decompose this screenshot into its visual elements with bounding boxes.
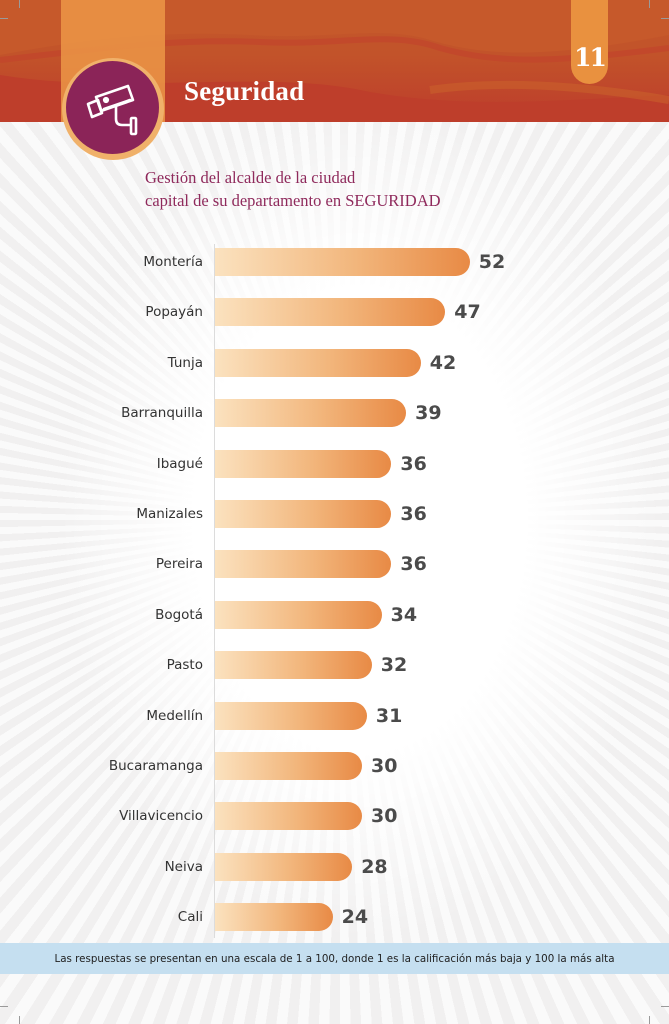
value-label: 47	[454, 301, 481, 324]
crop-mark	[19, 0, 20, 8]
category-label: Ibagué	[156, 455, 203, 472]
category-label: Manizales	[136, 506, 203, 522]
header-waves-decoration	[0, 0, 669, 122]
bar	[215, 399, 407, 428]
chart-row: Cali 24	[0, 902, 669, 932]
value-label: 34	[390, 603, 418, 626]
value-label: 31	[375, 704, 403, 727]
category-label: Bucaramanga	[108, 758, 203, 774]
bar	[215, 651, 372, 680]
category-label: Pasto	[166, 657, 203, 674]
chart-row: Pasto 32	[0, 650, 669, 680]
value-label: 30	[371, 805, 398, 828]
bar	[215, 298, 446, 327]
crop-mark	[661, 18, 669, 19]
bar	[215, 500, 392, 528]
crop-mark	[0, 18, 8, 19]
chart-row: Montería 52	[0, 247, 669, 277]
value-label: 32	[380, 654, 408, 677]
crop-mark	[19, 1016, 20, 1024]
value-label: 30	[371, 755, 398, 777]
bar	[215, 348, 421, 377]
section-badge	[62, 58, 164, 160]
category-label: Popayán	[145, 304, 203, 321]
value-label: 24	[341, 906, 369, 929]
category-label: Montería	[143, 254, 203, 270]
page-number-tab: 11	[571, 0, 608, 84]
chart-row: Medellín 31	[0, 701, 669, 731]
chart-row: Bucaramanga 30	[0, 751, 669, 781]
chart-title-line-1: Gestión del alcalde de la ciudad	[145, 168, 356, 187]
badge-circle	[66, 61, 159, 154]
category-label: Bogotá	[155, 606, 203, 623]
bar	[215, 903, 333, 932]
footnote-text: Las respuestas se presentan en una escal…	[54, 952, 615, 965]
chart-row: Neiva 28	[0, 852, 669, 882]
category-label: Cali	[177, 909, 203, 926]
bar	[215, 802, 362, 831]
bar	[215, 550, 392, 579]
value-label: 42	[429, 351, 457, 374]
value-label: 39	[415, 402, 442, 425]
chart-title: Gestión del alcalde de la ciudad capital…	[145, 166, 441, 212]
y-axis-line	[214, 244, 215, 938]
category-label: Pereira	[155, 556, 203, 573]
value-label: 28	[361, 855, 388, 878]
category-label: Barranquilla	[121, 405, 203, 422]
security-camera-icon	[86, 84, 137, 135]
crop-mark	[661, 1006, 669, 1007]
bar	[215, 600, 382, 629]
value-label: 52	[478, 251, 506, 273]
category-label: Neiva	[164, 858, 203, 875]
bar	[215, 701, 367, 730]
section-title: Seguridad	[184, 76, 305, 106]
value-label: 36	[400, 553, 427, 576]
category-label: Medellín	[146, 707, 203, 724]
bar	[215, 852, 353, 881]
chart-row: Bogotá 34	[0, 600, 669, 630]
chart-row: Ibagué 36	[0, 449, 669, 479]
bar	[215, 752, 362, 780]
crop-mark	[0, 1006, 8, 1007]
bar	[215, 449, 392, 478]
value-label: 36	[400, 452, 427, 475]
chart-row: Tunja 42	[0, 348, 669, 378]
chart-title-line-2: capital de su departamento en SEGURIDAD	[145, 191, 441, 210]
page-number: 11	[574, 43, 607, 72]
category-label: Tunja	[167, 354, 203, 371]
crop-mark	[649, 0, 650, 8]
bar	[215, 248, 470, 276]
chart-row: Pereira 36	[0, 549, 669, 579]
footnote-bar: Las respuestas se presentan en una escal…	[0, 943, 669, 974]
chart-row: Popayán 47	[0, 297, 669, 327]
category-label: Villavicencio	[119, 808, 203, 825]
value-label: 36	[400, 503, 427, 525]
chart-row: Manizales 36	[0, 499, 669, 529]
chart-row: Barranquilla 39	[0, 398, 669, 428]
crop-mark	[649, 1016, 650, 1024]
chart-row: Villavicencio 30	[0, 801, 669, 831]
